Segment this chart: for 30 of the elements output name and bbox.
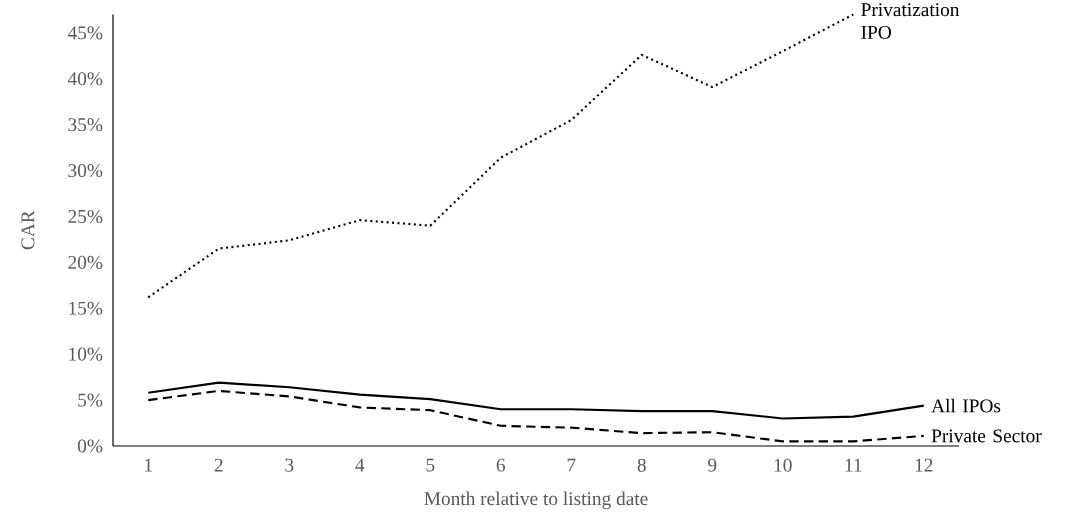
y-tick-label: 10%: [69, 347, 103, 361]
y-tick-label: 5%: [78, 393, 103, 407]
y-tick-label: 30%: [68, 164, 103, 178]
line-series: [147, 389, 925, 443]
y-tick-label: 0%: [77, 439, 103, 453]
x-tick-label: 3: [285, 458, 294, 472]
x-tick-label: 1: [145, 458, 152, 472]
y-tick-label: 40%: [67, 72, 103, 86]
x-tick-label: 9: [708, 458, 717, 472]
line-series: [147, 381, 925, 420]
x-tick-label: 4: [355, 458, 365, 472]
x-tick-label: 8: [637, 458, 646, 472]
x-tick-label: 11: [845, 458, 862, 472]
y-tick-label: 35%: [68, 118, 103, 132]
x-tick-label: 5: [426, 458, 435, 472]
series-label: Privatization IPO: [861, 3, 960, 39]
line-series: [147, 13, 855, 299]
y-axis-title: CAR: [21, 210, 35, 250]
x-axis-title: Month relative to listing date: [424, 491, 648, 510]
y-tick-label: 45%: [67, 26, 103, 40]
x-tick-label: 12: [915, 458, 933, 472]
x-tick-label: 10: [774, 458, 792, 472]
x-tick-label: 2: [214, 458, 223, 472]
series-label: Private Sector: [931, 429, 1042, 443]
y-tick-label: 15%: [69, 301, 103, 315]
series-label: All IPOs: [931, 398, 1001, 413]
x-tick-label: 6: [496, 458, 506, 472]
y-tick-label: 20%: [68, 255, 103, 269]
x-tick-label: 7: [567, 458, 576, 472]
y-tick-label: 25%: [68, 209, 103, 224]
